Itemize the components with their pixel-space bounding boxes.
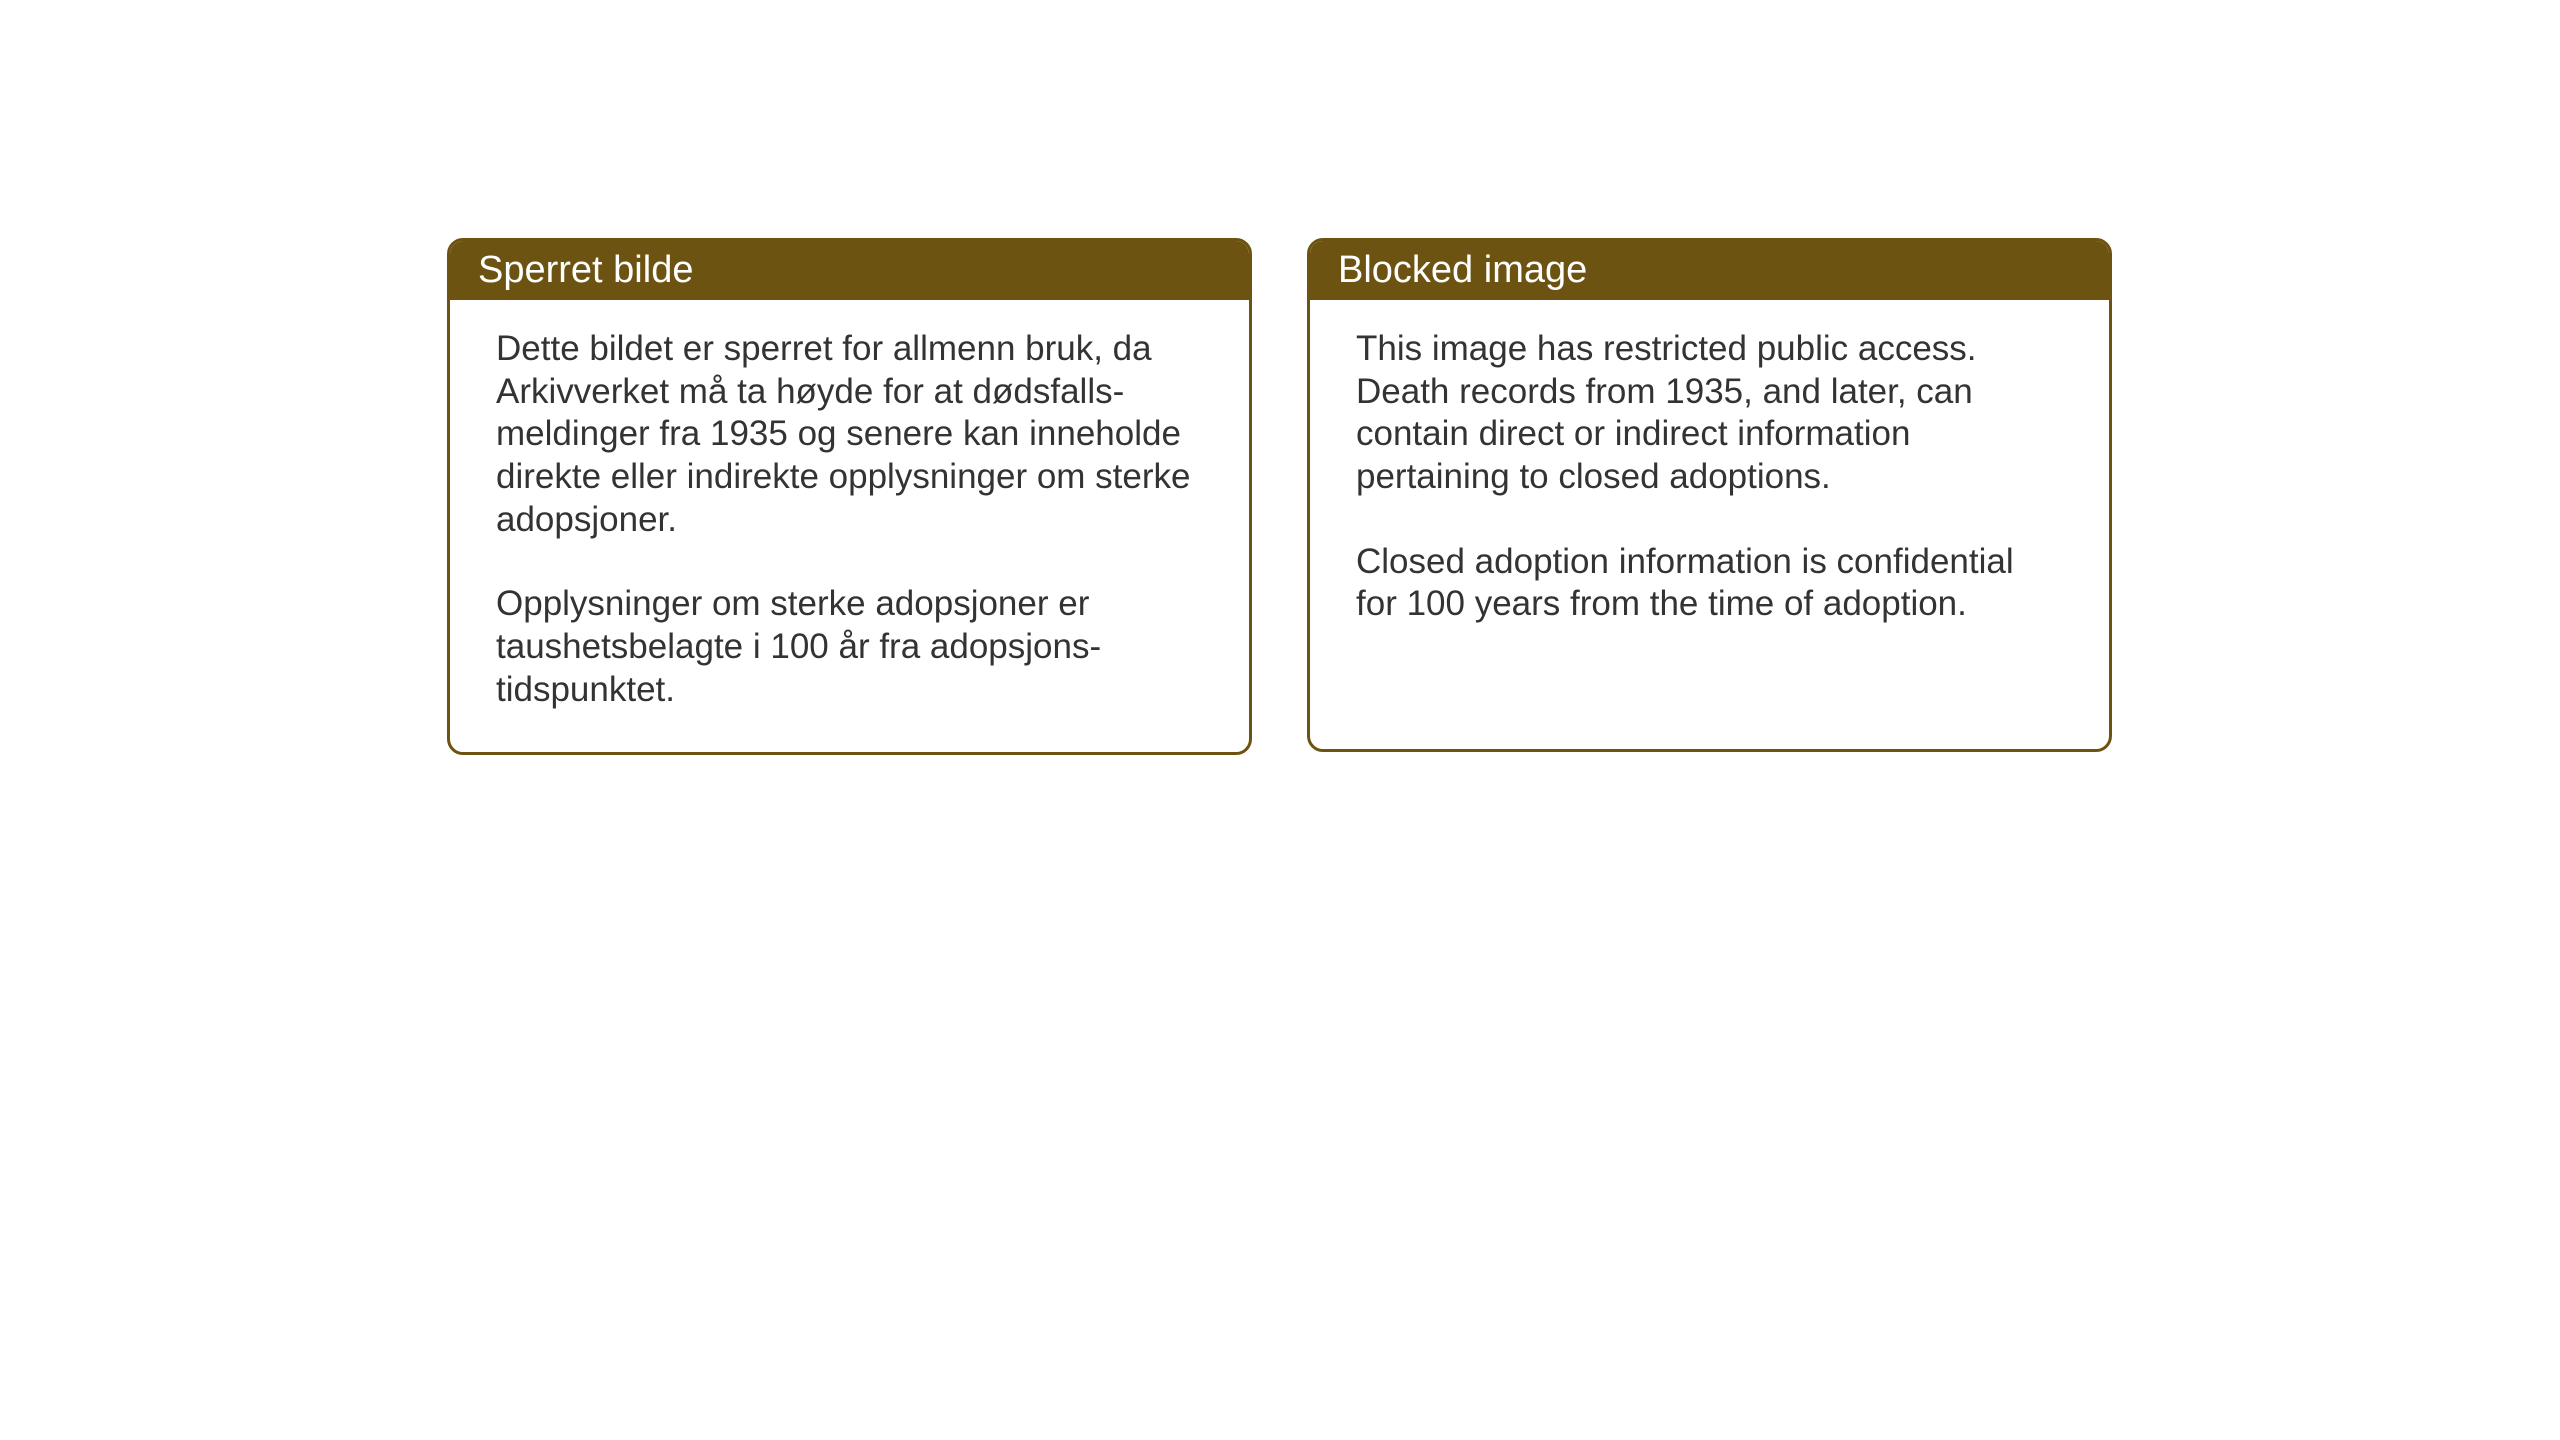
notice-card-english: Blocked image This image has restricted … xyxy=(1307,238,2112,752)
card-paragraph: This image has restricted public access.… xyxy=(1356,328,2063,499)
card-paragraph: Closed adoption information is confident… xyxy=(1356,541,2063,626)
card-paragraph: Opplysninger om sterke adopsjoner er tau… xyxy=(496,583,1203,711)
card-title: Sperret bilde xyxy=(478,249,693,291)
notice-container: Sperret bilde Dette bildet er sperret fo… xyxy=(447,238,2112,755)
notice-card-norwegian: Sperret bilde Dette bildet er sperret fo… xyxy=(447,238,1252,755)
card-paragraph: Dette bildet er sperret for allmenn bruk… xyxy=(496,328,1203,541)
card-body: Dette bildet er sperret for allmenn bruk… xyxy=(450,300,1249,752)
card-title: Blocked image xyxy=(1338,249,1587,291)
card-header: Blocked image xyxy=(1310,241,2109,300)
card-header: Sperret bilde xyxy=(450,241,1249,300)
card-body: This image has restricted public access.… xyxy=(1310,300,2109,666)
